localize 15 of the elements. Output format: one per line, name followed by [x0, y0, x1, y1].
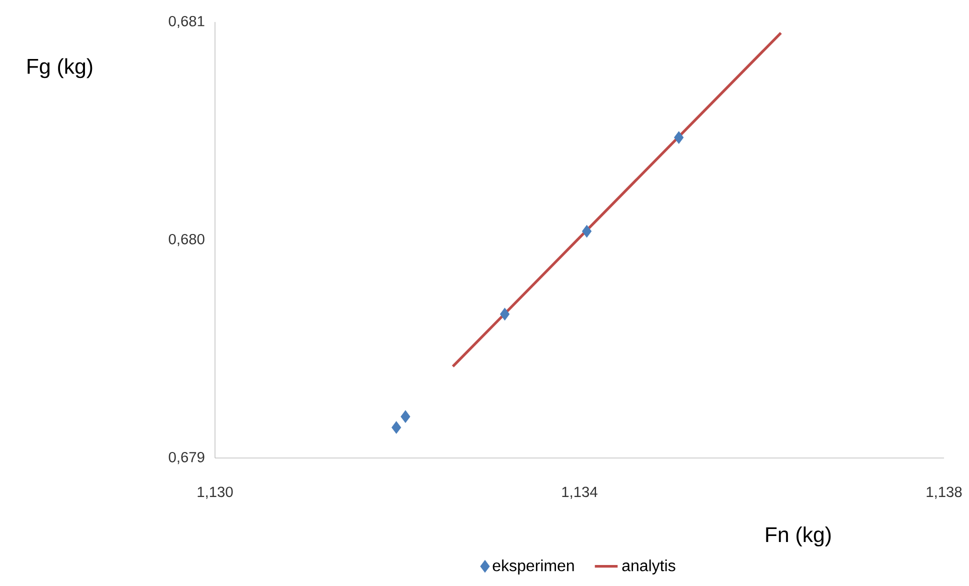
x-tick-label: 1,130: [198, 486, 233, 499]
point: [400, 410, 410, 423]
y-axis-title: Fg (kg): [28, 58, 92, 78]
point: [582, 225, 592, 238]
y-tick-label: 0,679: [168, 452, 204, 464]
x-tick-label: 1,138: [926, 486, 962, 499]
y-tick-label: 0,681: [168, 16, 204, 28]
point: [674, 131, 684, 144]
x-tick-label: 1,134: [562, 486, 598, 499]
legend-label: eksperimen: [492, 560, 574, 574]
x-axis-title: Fn (kg): [766, 526, 831, 546]
legend-label: analytis: [622, 560, 676, 574]
y-tick-label: 0,680: [168, 234, 204, 246]
point: [392, 421, 402, 434]
point: [500, 308, 510, 320]
